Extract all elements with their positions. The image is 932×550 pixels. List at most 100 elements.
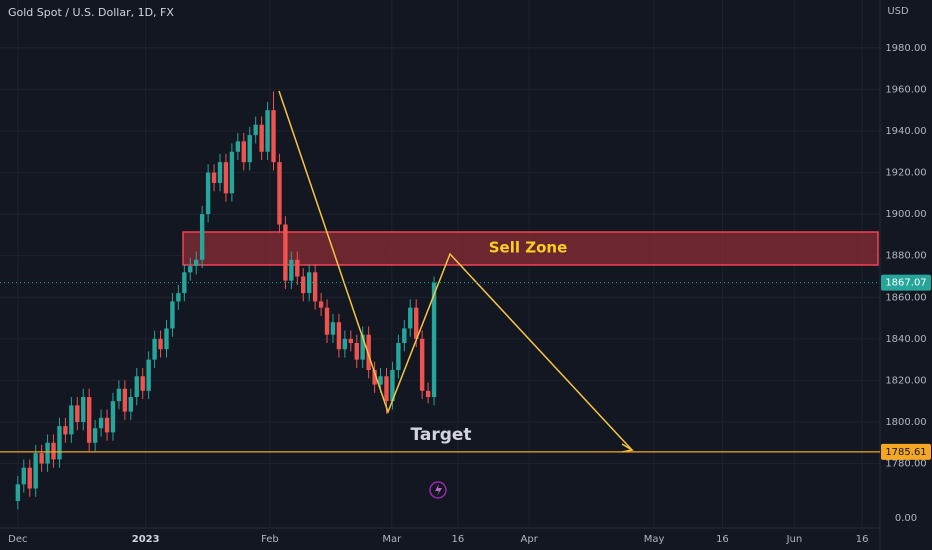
candle-body xyxy=(390,370,395,402)
candle-body xyxy=(146,359,151,391)
candle-body xyxy=(63,426,68,435)
x-tick-label: 2023 xyxy=(132,534,160,545)
event-icon[interactable] xyxy=(429,481,447,499)
candle-body xyxy=(176,293,181,302)
candle-body xyxy=(247,135,252,163)
price-tags: 1785.61 1867.07 xyxy=(0,274,931,460)
candle-body xyxy=(223,162,229,194)
x-tick-label: 16 xyxy=(856,534,869,545)
last-price-tag xyxy=(881,274,931,291)
y-tick-label: 1840.00 xyxy=(885,334,926,345)
candle-body xyxy=(408,307,413,329)
candle-body xyxy=(372,370,377,385)
candle-body xyxy=(277,162,282,225)
candle-body xyxy=(51,442,56,460)
candle-body xyxy=(229,151,235,194)
target-label: Target xyxy=(410,425,471,445)
candle-body xyxy=(205,172,211,215)
x-tick-label: May xyxy=(644,534,665,545)
candle-body xyxy=(134,376,139,398)
candle-body xyxy=(402,328,407,343)
candle-body xyxy=(354,342,359,360)
candle-body xyxy=(384,376,389,402)
candle-body xyxy=(140,376,145,391)
event-icon-bolt xyxy=(435,484,442,496)
candle-body xyxy=(342,338,348,350)
candle-body xyxy=(235,141,241,152)
volume-axis-label: 0.00 xyxy=(895,513,917,524)
candle-body xyxy=(75,405,80,422)
candle-body xyxy=(271,110,276,163)
candle-body xyxy=(396,342,401,371)
candle-body xyxy=(98,417,104,429)
candle-body xyxy=(194,259,199,267)
candle-body xyxy=(318,301,324,308)
candle-body xyxy=(265,110,270,152)
candle-body xyxy=(241,141,246,163)
candle-body xyxy=(414,307,419,339)
y-tick-label: 1920.00 xyxy=(885,168,926,179)
candle-body xyxy=(199,214,205,260)
candle-body xyxy=(348,338,354,343)
projection-path xyxy=(278,90,633,451)
currency-label: USD xyxy=(887,6,909,17)
candle-body xyxy=(295,259,300,277)
candle-body xyxy=(431,282,437,398)
candle-body xyxy=(21,467,26,485)
candle-body xyxy=(253,124,258,136)
candle-body xyxy=(378,376,383,385)
sell-zone-box xyxy=(182,231,879,266)
candle-body xyxy=(122,388,128,412)
candle-body xyxy=(15,484,21,501)
candle-body xyxy=(283,224,288,281)
candle-body xyxy=(39,453,44,464)
candle-body xyxy=(330,322,336,335)
candle-body xyxy=(360,334,365,360)
candle-body xyxy=(57,426,62,460)
candle-body xyxy=(312,272,318,302)
target-price-tag xyxy=(881,443,931,460)
candle-body xyxy=(188,266,193,273)
candle-body xyxy=(419,338,425,391)
candle-body xyxy=(425,390,431,398)
y-tick-label: 1880.00 xyxy=(885,251,926,262)
y-tick-label: 1820.00 xyxy=(885,375,926,386)
candle-body xyxy=(259,124,264,152)
x-tick-label: Dec xyxy=(8,534,27,545)
y-tick-label: 1940.00 xyxy=(885,126,926,137)
candle-body xyxy=(164,328,169,350)
y-tick-label: 1800.00 xyxy=(885,417,926,428)
target-price-label: 1785.61 xyxy=(885,447,926,458)
candle-body xyxy=(170,301,175,329)
candle-body xyxy=(92,428,98,443)
x-tick-label: Apr xyxy=(521,534,539,545)
candle-body xyxy=(104,417,110,433)
candle-body xyxy=(152,338,157,360)
candles xyxy=(15,91,437,510)
candle-body xyxy=(116,388,122,402)
candle-body xyxy=(324,307,330,335)
candle-body xyxy=(211,172,217,183)
y-tick-label: 1860.00 xyxy=(885,292,926,303)
y-tick-label: 1960.00 xyxy=(885,84,926,95)
x-tick-label: Mar xyxy=(382,534,402,545)
x-tick-label: Feb xyxy=(261,534,279,545)
x-tick-label: 16 xyxy=(451,534,464,545)
candle-body xyxy=(158,338,163,350)
candle-body xyxy=(86,397,92,443)
candle-body xyxy=(128,397,134,412)
candle-body xyxy=(69,405,74,435)
y-tick-label: 1780.00 xyxy=(885,459,926,470)
sell-zone-label: Sell Zone xyxy=(489,239,568,257)
chart-title: Gold Spot / U.S. Dollar, 1D, FX xyxy=(8,6,174,19)
x-tick-label: 16 xyxy=(716,534,729,545)
candle-body xyxy=(289,259,294,281)
candle-body xyxy=(27,467,32,489)
x-tick-label: Jun xyxy=(786,534,803,545)
candle-body xyxy=(110,401,116,433)
candle-body xyxy=(366,334,371,371)
candle-body xyxy=(81,397,86,422)
candle-body xyxy=(217,162,223,183)
